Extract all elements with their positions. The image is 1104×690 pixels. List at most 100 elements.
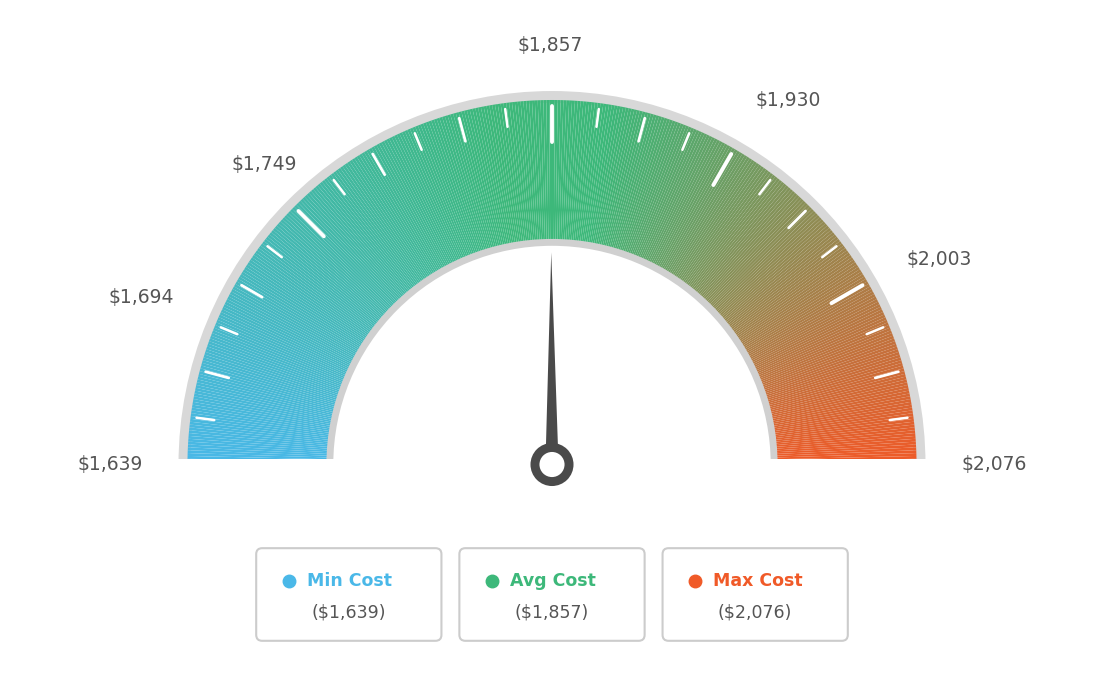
Wedge shape — [776, 456, 916, 461]
Wedge shape — [224, 302, 351, 366]
Wedge shape — [643, 131, 702, 260]
Wedge shape — [682, 168, 766, 283]
Wedge shape — [329, 175, 416, 288]
Wedge shape — [631, 124, 683, 255]
Wedge shape — [633, 125, 687, 256]
Wedge shape — [203, 357, 338, 400]
Wedge shape — [681, 166, 764, 282]
Wedge shape — [740, 264, 858, 343]
Wedge shape — [188, 456, 328, 461]
Wedge shape — [269, 232, 380, 323]
Wedge shape — [772, 396, 911, 424]
Wedge shape — [400, 132, 459, 261]
Wedge shape — [189, 436, 329, 448]
Wedge shape — [445, 115, 488, 250]
Wedge shape — [736, 257, 853, 339]
Wedge shape — [773, 402, 912, 428]
Wedge shape — [721, 226, 829, 319]
FancyBboxPatch shape — [662, 548, 848, 641]
Wedge shape — [302, 197, 400, 301]
Wedge shape — [296, 203, 396, 305]
Wedge shape — [369, 148, 440, 270]
Wedge shape — [275, 226, 383, 319]
Wedge shape — [628, 121, 678, 255]
Wedge shape — [193, 396, 332, 424]
Wedge shape — [379, 142, 447, 267]
Wedge shape — [753, 304, 881, 368]
Wedge shape — [404, 130, 463, 259]
Wedge shape — [357, 155, 434, 275]
Wedge shape — [233, 286, 357, 357]
Wedge shape — [514, 101, 531, 242]
Wedge shape — [716, 217, 821, 314]
Wedge shape — [273, 228, 382, 320]
Wedge shape — [742, 272, 863, 348]
Wedge shape — [189, 427, 329, 444]
Wedge shape — [761, 331, 892, 384]
Wedge shape — [573, 101, 590, 242]
Wedge shape — [243, 269, 363, 346]
Wedge shape — [205, 349, 339, 395]
Wedge shape — [333, 171, 418, 285]
Wedge shape — [764, 344, 896, 392]
Wedge shape — [718, 219, 824, 315]
Wedge shape — [318, 184, 410, 293]
Wedge shape — [712, 209, 814, 308]
Wedge shape — [381, 141, 448, 266]
Wedge shape — [723, 230, 832, 322]
Wedge shape — [561, 100, 570, 241]
Wedge shape — [775, 439, 916, 451]
Wedge shape — [570, 101, 583, 242]
Wedge shape — [338, 168, 422, 283]
Wedge shape — [322, 180, 412, 290]
Wedge shape — [708, 203, 808, 305]
Wedge shape — [489, 105, 516, 244]
Wedge shape — [622, 118, 667, 252]
Wedge shape — [775, 436, 915, 448]
Wedge shape — [673, 158, 752, 277]
Wedge shape — [240, 274, 361, 349]
Wedge shape — [212, 331, 343, 384]
Wedge shape — [704, 197, 802, 301]
Wedge shape — [208, 341, 341, 391]
Wedge shape — [197, 382, 333, 415]
Wedge shape — [596, 107, 626, 245]
Wedge shape — [656, 141, 723, 266]
Wedge shape — [776, 444, 916, 454]
Wedge shape — [331, 173, 417, 286]
Wedge shape — [199, 374, 335, 411]
Wedge shape — [619, 117, 665, 251]
Wedge shape — [532, 101, 541, 241]
Wedge shape — [190, 422, 329, 440]
Wedge shape — [692, 180, 782, 290]
Wedge shape — [776, 459, 916, 463]
Wedge shape — [705, 199, 804, 302]
Circle shape — [531, 443, 573, 486]
Wedge shape — [763, 341, 896, 391]
Wedge shape — [529, 101, 540, 241]
Wedge shape — [760, 328, 891, 382]
Circle shape — [540, 452, 564, 477]
Wedge shape — [348, 260, 756, 464]
Wedge shape — [729, 241, 841, 328]
Wedge shape — [192, 404, 331, 429]
Wedge shape — [679, 165, 762, 281]
Wedge shape — [775, 433, 915, 447]
Wedge shape — [756, 315, 885, 374]
Wedge shape — [776, 447, 916, 455]
Wedge shape — [720, 224, 827, 317]
Wedge shape — [709, 205, 809, 306]
FancyBboxPatch shape — [256, 548, 442, 641]
Wedge shape — [264, 239, 376, 327]
Wedge shape — [594, 106, 623, 245]
Wedge shape — [189, 433, 329, 447]
Wedge shape — [766, 360, 902, 402]
Wedge shape — [761, 333, 893, 385]
Wedge shape — [639, 129, 697, 259]
Wedge shape — [773, 404, 912, 429]
Wedge shape — [188, 459, 328, 463]
Wedge shape — [320, 182, 411, 292]
Wedge shape — [618, 116, 662, 251]
Text: ($1,857): ($1,857) — [514, 603, 590, 621]
Wedge shape — [649, 136, 712, 264]
